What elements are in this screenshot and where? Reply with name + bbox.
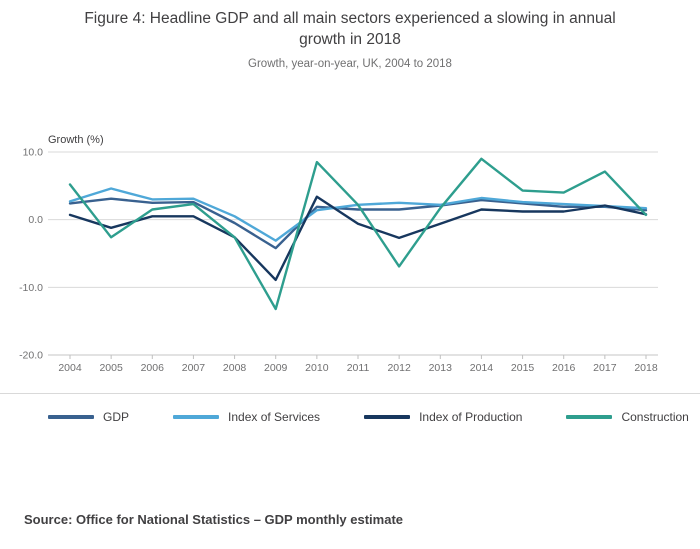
y-tick-label: -20.0 [19,350,43,362]
x-tick-label: 2008 [223,362,247,374]
series-line-gdp [68,197,648,250]
x-tick-label: 2011 [347,362,370,374]
y-tick-label: 0.0 [28,214,43,226]
x-tick-label: 2007 [182,362,206,374]
legend-label-index-of-services: Index of Services [228,410,321,424]
legend-label-construction: Construction [621,410,689,424]
legend-swatch-index-of-production [364,415,411,419]
x-tick-label: 2006 [141,362,165,374]
legend-label-index-of-production: Index of Production [419,410,523,424]
x-tick-label: 2017 [593,362,617,374]
legend-swatch-gdp [48,415,94,419]
x-tick-label: 2009 [264,362,288,374]
x-tick-label: 2012 [387,362,411,374]
chart-title: Figure 4: Headline GDP and all main sect… [84,10,616,48]
series-line-index-of-production [68,195,648,282]
x-tick-label: 2014 [470,362,494,374]
x-tick-label: 2004 [58,362,82,374]
legend-item-construction: Construction [566,410,689,424]
legend-swatch-index-of-services [173,415,220,419]
series-line-construction [68,157,648,311]
x-tick-label: 2015 [511,362,535,374]
x-tick-label: 2013 [429,362,453,374]
legend-item-index-of-services: Index of Services [173,410,320,424]
x-tick-label: 2018 [634,362,658,374]
y-tick-label: 10.0 [23,147,44,159]
legend-item-gdp: GDP [48,410,129,424]
y-axis-title: Growth (%) [48,134,104,146]
chart-area: Growth (%) 10.0 0.0 -10.0 -20.0 2004 2005 2006 2… [0,128,700,386]
line-chart: Growth (%) 10.0 0.0 -10.0 -20.0 2004 2005 2006 2… [19,134,658,374]
series-line-index-of-services [68,187,648,242]
x-tick-label: 2010 [305,362,329,374]
chart-subtitle: Growth, year-on-year, UK, 2004 to 2018 [248,58,452,70]
legend-swatch-construction [566,415,613,419]
x-tick-label: 2005 [99,362,123,374]
legend-item-index-of-production: Index of Production [364,410,522,424]
legend-label-gdp: GDP [103,410,130,424]
source-note: Source: Office for National Statistics –… [24,512,404,527]
y-tick-label: -10.0 [19,282,43,294]
chart-legend: GDP Index of Services Index of Production C… [0,393,700,424]
x-tick-label: 2016 [552,362,576,374]
